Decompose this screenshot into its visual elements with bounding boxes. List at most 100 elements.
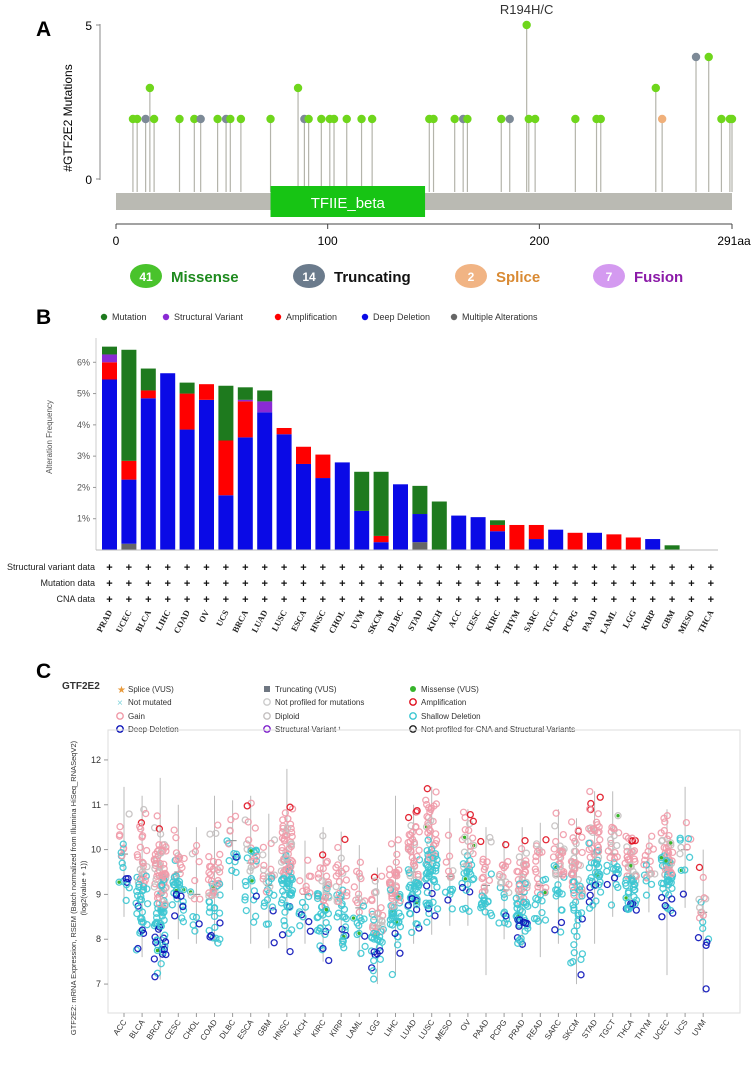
sample-point [534, 883, 542, 891]
sample-point [161, 931, 169, 939]
sample-point [186, 888, 195, 896]
bar-category-label: PRAD [94, 608, 114, 634]
sample-point [659, 884, 667, 893]
scatter-legend-label: Not mutated [128, 698, 172, 707]
scatter-category-label: OV [459, 1017, 473, 1032]
lollipop-plot: #GTF2E2 Mutations 5 0 TFIIE_beta R194H/C… [61, 2, 751, 288]
sample-point [216, 919, 224, 927]
bar-segment-mutation [431, 501, 447, 550]
sample-point [156, 863, 164, 872]
sample-point [161, 942, 169, 950]
sample-point [322, 859, 330, 867]
sample-point [614, 812, 622, 820]
data-row-marker: + [436, 562, 442, 574]
sample-point [321, 893, 329, 902]
sample-point [427, 845, 436, 854]
sample-point [552, 886, 560, 894]
sample-point [682, 818, 691, 827]
mutation-lollipop-missense [571, 114, 580, 124]
bar-category-label: TGCT [540, 608, 560, 634]
sample-point [370, 873, 379, 881]
data-row-marker: + [164, 578, 170, 590]
bar-category-label: COAD [171, 608, 192, 635]
sample-point [150, 824, 159, 832]
data-row-marker: + [145, 594, 151, 606]
sample-point [212, 829, 220, 838]
missense-point [659, 856, 664, 860]
mutation-lollipop-missense [175, 114, 184, 124]
data-row-marker: + [669, 562, 675, 574]
sample-point [423, 785, 431, 793]
sample-point [150, 955, 158, 963]
sample-point [368, 896, 376, 905]
scatter-legend-label: Splice (VUS) [128, 685, 174, 694]
sample-point [612, 865, 620, 874]
mutation-lollipop-truncating [691, 52, 701, 62]
bar-segment-amplification [102, 362, 117, 380]
sample-point [624, 888, 633, 896]
sample-point [466, 842, 475, 851]
data-row-marker: + [552, 594, 558, 606]
legend-count: 2 [468, 270, 475, 284]
sample-point [594, 810, 602, 818]
sample-point [226, 827, 234, 835]
sample-point [604, 847, 612, 855]
sample-point [570, 949, 578, 957]
scatter-category-label: GBM [256, 1018, 274, 1038]
sample-point [426, 868, 435, 876]
sample-point [478, 874, 486, 883]
sample-point [338, 936, 347, 945]
sample-point [267, 874, 276, 883]
sample-point [177, 885, 185, 893]
sample-point [500, 908, 509, 916]
bar-legend-dot [100, 313, 108, 321]
data-row-marker: + [611, 562, 617, 574]
sample-point [143, 846, 151, 855]
sample-point [495, 872, 503, 881]
data-row-label: CNA data [56, 594, 95, 604]
sample-point [259, 866, 268, 874]
sample-point [280, 875, 288, 883]
sample-point [118, 859, 126, 867]
sample-point [596, 793, 604, 801]
sample-point [567, 818, 576, 826]
bar-category-label: UCEC [114, 608, 134, 634]
sample-point [415, 846, 423, 854]
sample-point [393, 941, 402, 949]
scatter-category-label: LIHC [382, 1018, 400, 1038]
bar-category-label: SKCM [365, 608, 386, 635]
sample-point [610, 874, 619, 882]
sample-point [677, 843, 685, 852]
sample-point [335, 877, 344, 886]
sample-point [426, 854, 434, 862]
sample-point [558, 906, 566, 914]
sample-point [477, 904, 485, 912]
sample-point [214, 858, 223, 867]
legend-count: 14 [302, 270, 316, 284]
domain-tfiie-beta[interactable] [270, 186, 426, 217]
legend-ring-icon [409, 712, 417, 720]
scatter-category-label: KICH [291, 1018, 309, 1039]
sample-point [304, 892, 313, 901]
sample-point [431, 912, 439, 920]
sample-point [553, 889, 562, 898]
sample-point [585, 904, 594, 912]
sample-point [296, 922, 304, 930]
sample-point [661, 902, 669, 910]
sample-point [560, 870, 568, 878]
sample-point [404, 838, 412, 847]
sample-point [340, 905, 349, 914]
sample-point [467, 861, 476, 869]
sample-point [332, 883, 340, 891]
panel-letter-c: C [36, 660, 51, 683]
data-row-marker: + [688, 594, 694, 606]
mutation-lollipop-missense [367, 114, 377, 124]
sample-point [370, 912, 378, 921]
sample-point [370, 916, 378, 924]
sample-point [683, 843, 691, 851]
sample-point [353, 867, 361, 876]
sample-point [175, 878, 184, 886]
data-row-marker: + [261, 578, 267, 590]
legend-ring-icon [263, 725, 271, 733]
bar-segment-structural-variant [237, 399, 253, 402]
